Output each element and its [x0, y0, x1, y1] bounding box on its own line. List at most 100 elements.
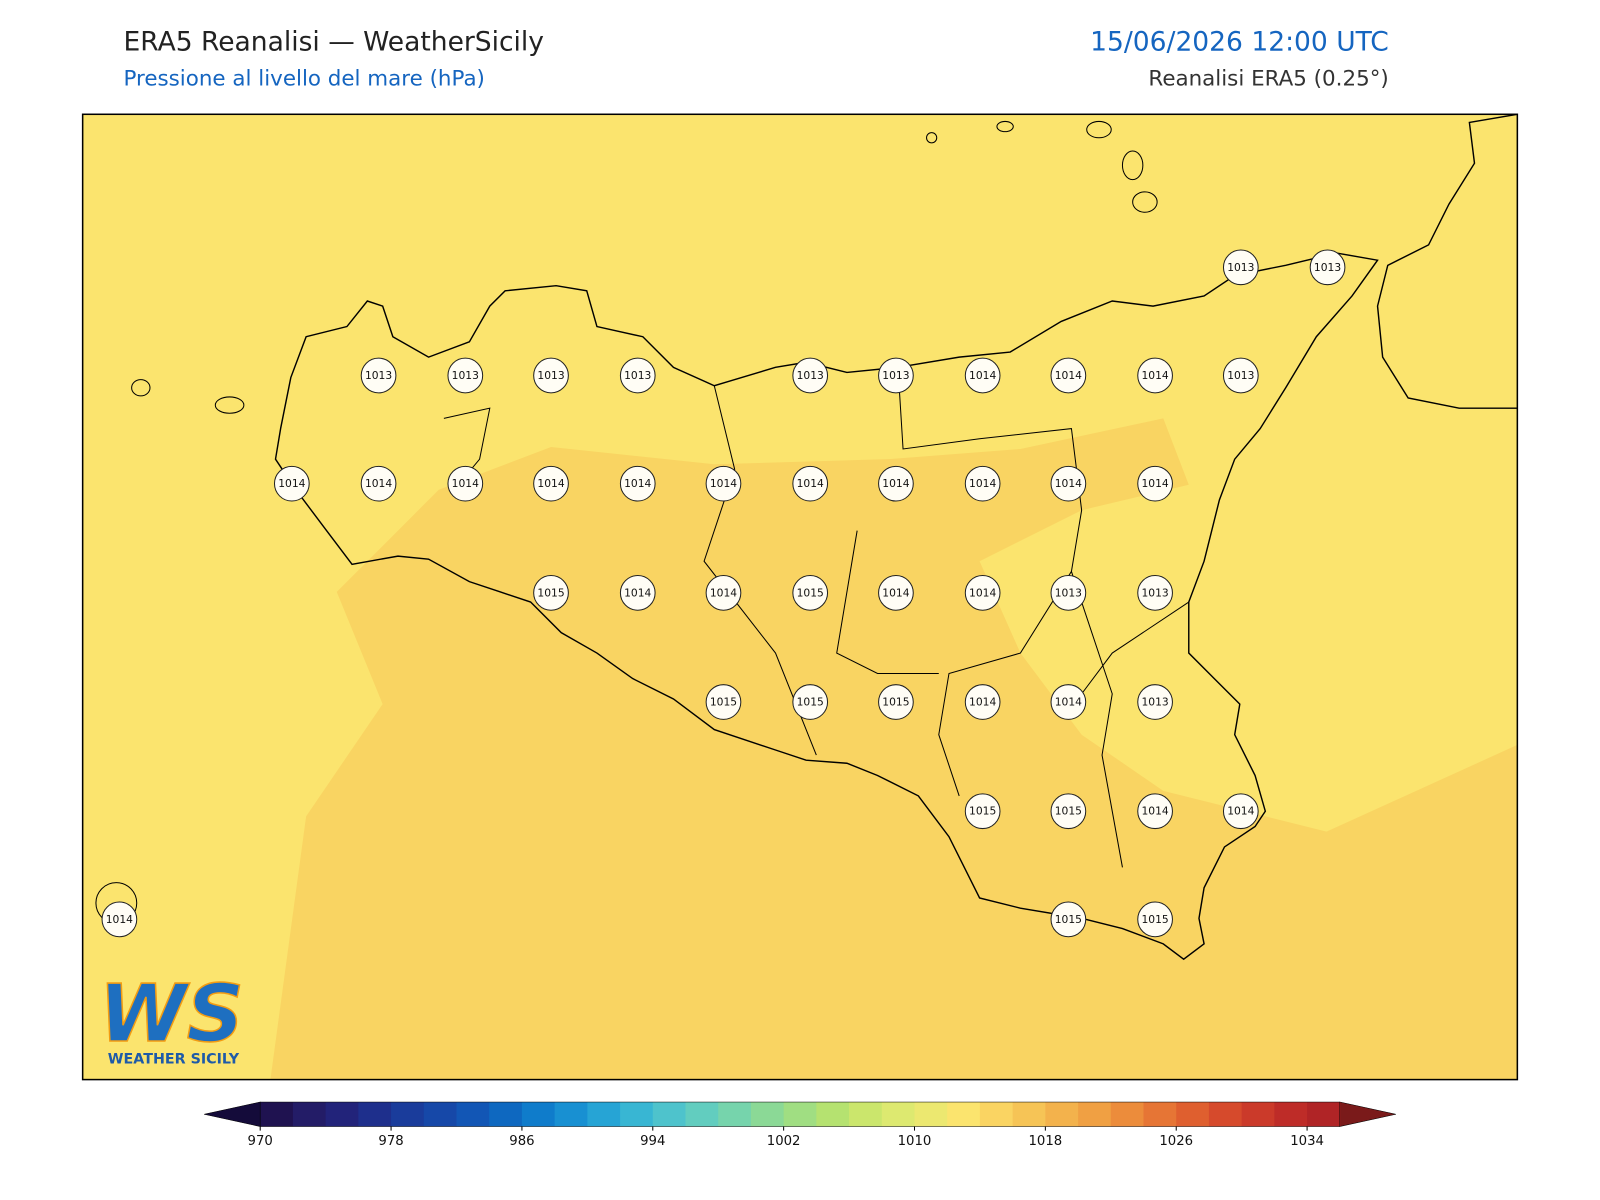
colorbar-bin: [260, 1102, 294, 1127]
station: 1015: [1050, 901, 1087, 938]
station: 1015: [964, 793, 1001, 830]
datetime: 15/06/2026 12:00 UTC: [1090, 26, 1389, 57]
station-marker: [1137, 465, 1173, 502]
station-value: 1014: [1141, 805, 1168, 818]
station-value: 1013: [1141, 586, 1168, 599]
calabria-coast: [1376, 114, 1518, 409]
station-marker: [792, 357, 829, 394]
station: 1015: [792, 684, 829, 720]
station-marker: [964, 793, 1001, 830]
station-marker: [705, 465, 742, 502]
colorbar-bin: [718, 1102, 752, 1127]
colorbar-bin: [816, 1102, 850, 1127]
station-value: 1015: [797, 586, 824, 599]
colorbar-tick-label: 1002: [767, 1134, 801, 1149]
station-value: 1014: [106, 913, 133, 926]
colorbar-bin: [750, 1102, 785, 1127]
station-marker: [619, 357, 656, 394]
station-value: 1013: [365, 369, 392, 382]
colorbar-bin: [358, 1102, 392, 1127]
station: 1015: [792, 575, 829, 611]
colorbar-bin: [1307, 1102, 1341, 1127]
station-value: 1014: [710, 586, 737, 599]
colorbar-bin: [914, 1102, 948, 1127]
station-value: 1014: [1055, 369, 1082, 382]
station-marker: [360, 465, 397, 502]
logo-mark: WS: [99, 967, 244, 1060]
station-value: 1014: [365, 477, 392, 490]
station-value: 1014: [882, 586, 909, 599]
station-marker: [1137, 575, 1173, 611]
station-value: 1014: [882, 477, 909, 490]
station-marker: [705, 684, 742, 720]
station: 1013: [1309, 249, 1346, 286]
colorbar-tick-label: 994: [640, 1134, 665, 1149]
colorbar-bin: [947, 1102, 981, 1127]
colorbar-bin: [587, 1102, 621, 1127]
station-marker: [101, 901, 138, 938]
station: 1013: [792, 357, 829, 394]
station-marker: [1309, 249, 1346, 286]
station-marker: [1222, 357, 1259, 394]
station-marker: [533, 575, 569, 611]
colorbar-bin: [1241, 1102, 1275, 1127]
station: 1013: [447, 357, 484, 394]
station: 1013: [1222, 357, 1259, 394]
station: 1013: [619, 357, 656, 394]
colorbar-bin: [652, 1102, 687, 1127]
station: 1014: [705, 575, 742, 611]
colorbar-bin: [1078, 1102, 1112, 1127]
station: 1015: [533, 575, 569, 611]
station: 1013: [1137, 575, 1173, 611]
station: 1015: [1050, 793, 1087, 830]
colorbar-bin: [1110, 1102, 1145, 1127]
island: [214, 396, 245, 414]
station-value: 1013: [1227, 261, 1254, 274]
station: 1015: [705, 684, 742, 720]
station-value: 1014: [969, 696, 996, 709]
station-marker: [447, 357, 484, 394]
colorbar-frame: [259, 1101, 1341, 1127]
colorbar-tick-label: 970: [248, 1134, 273, 1149]
colorbar-bin: [325, 1102, 359, 1127]
station: 1014: [1050, 357, 1087, 394]
island: [996, 120, 1014, 133]
station-value: 1013: [1314, 261, 1341, 274]
map-area: [82, 114, 1518, 1080]
colorbar-bin: [881, 1102, 916, 1127]
station-marker: [792, 465, 829, 502]
station-value: 1014: [969, 477, 996, 490]
station: 1014: [101, 901, 138, 938]
station-marker: [1050, 575, 1087, 611]
station-value: 1014: [452, 477, 479, 490]
colorbar-bin: [849, 1102, 883, 1127]
colorbar-bin: [783, 1102, 817, 1127]
colorbar-tick-label: 978: [378, 1134, 403, 1149]
colorbar-tick-label: 1026: [1159, 1134, 1193, 1149]
island: [131, 379, 151, 397]
stations: 1013 1013 1013 1013 1013 1013 1013 1013 1014 1014…: [101, 249, 1346, 938]
station-marker: [1222, 793, 1259, 830]
station: 1014: [964, 465, 1001, 502]
station-marker: [1137, 357, 1173, 394]
station-value: 1013: [1055, 586, 1082, 599]
station-value: 1013: [624, 369, 651, 382]
station-marker: [878, 684, 914, 720]
station: 1014: [447, 465, 484, 502]
station-value: 1014: [278, 477, 305, 490]
station-marker: [964, 357, 1001, 394]
station-value: 1015: [1055, 913, 1082, 926]
colorbar-bin: [685, 1102, 719, 1127]
station-value: 1013: [537, 369, 564, 382]
station: 1014: [1222, 793, 1259, 830]
station-marker: [1050, 901, 1087, 938]
title: ERA5 Reanalisi — WeatherSicily: [123, 26, 544, 57]
station-marker: [792, 575, 829, 611]
station-marker: [360, 357, 397, 394]
station: 1013: [1222, 249, 1259, 286]
colorbar-tick-label: 1010: [898, 1134, 932, 1149]
colorbar-bin: [391, 1102, 425, 1127]
station-marker: [1050, 684, 1087, 720]
colorbar-bin: [1274, 1102, 1308, 1127]
colorbar-bin: [1176, 1102, 1210, 1127]
